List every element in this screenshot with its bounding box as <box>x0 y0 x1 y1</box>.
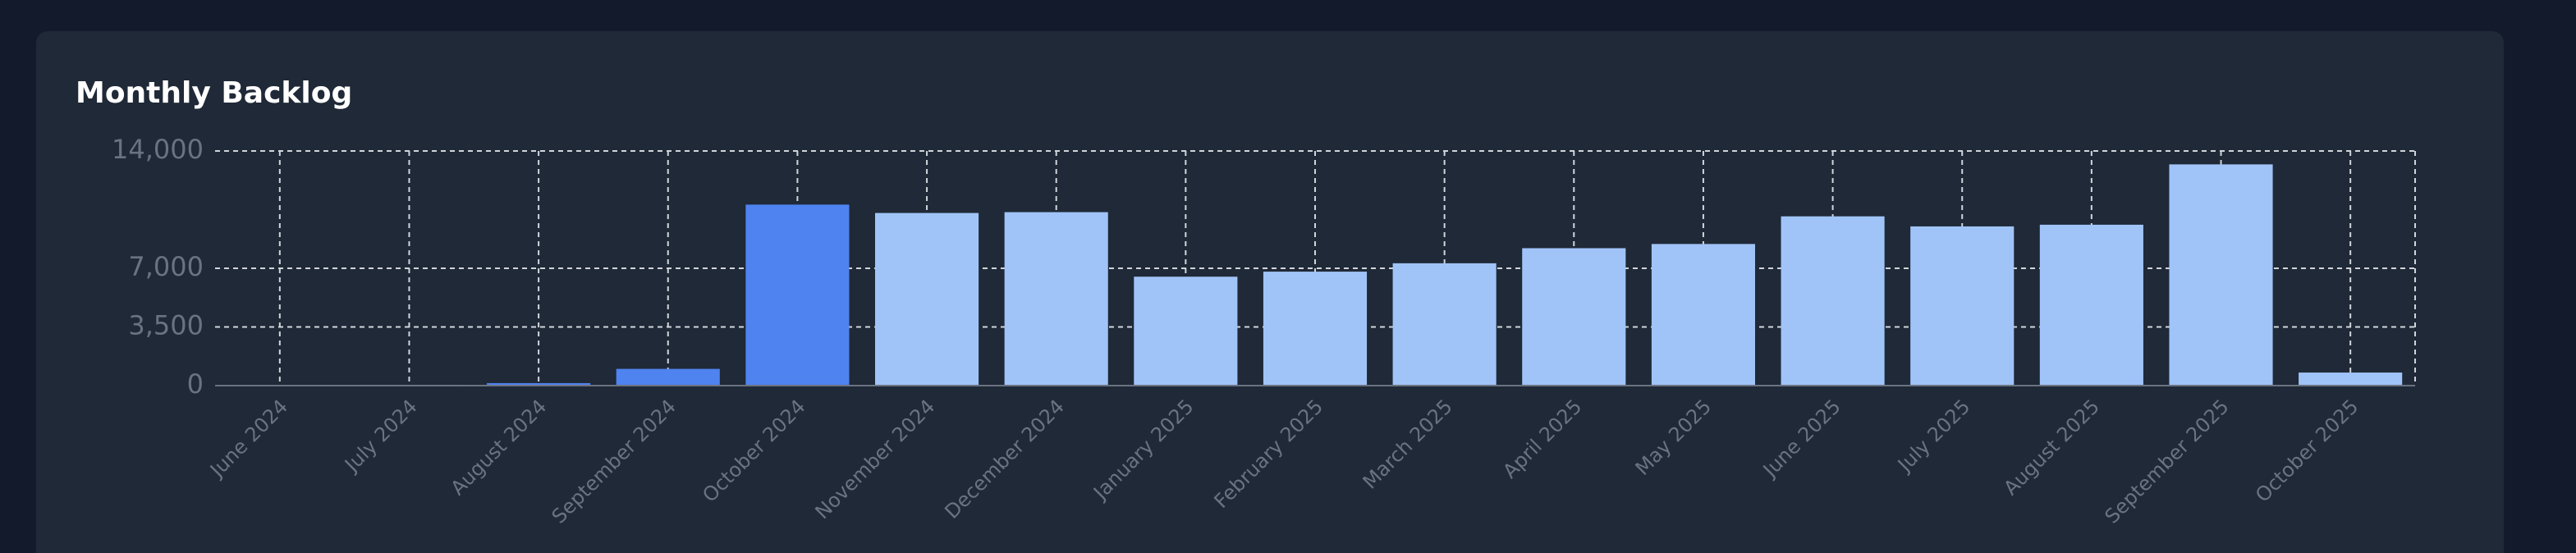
y-tick-label: 0 <box>187 368 204 400</box>
y-tick-label: 3,500 <box>128 310 204 341</box>
bar <box>875 213 979 386</box>
bar <box>2039 224 2143 386</box>
bar <box>745 204 850 386</box>
y-tick-label: 7,000 <box>128 251 204 282</box>
bar <box>1651 244 1755 386</box>
y-tick-label: 14,000 <box>112 134 204 165</box>
bar <box>1910 226 2015 386</box>
bar <box>616 368 720 386</box>
bar <box>1392 263 1497 386</box>
bar <box>1522 248 1626 386</box>
bar <box>2299 372 2403 386</box>
bar <box>1781 216 1885 386</box>
bar <box>2169 164 2273 386</box>
bar <box>1004 212 1108 386</box>
chart-title: Monthly Backlog <box>76 76 352 110</box>
bar <box>1134 276 1238 386</box>
bar <box>487 382 591 386</box>
bar <box>1263 272 1368 386</box>
